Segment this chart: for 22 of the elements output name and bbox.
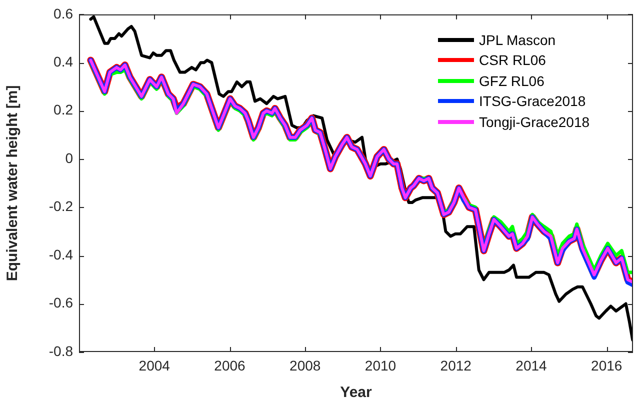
legend-label: GFZ RL06 [479, 72, 544, 89]
legend-label: JPL Mascon [479, 32, 556, 48]
y-tick-label: -0.2 [48, 198, 74, 214]
y-tick-label: 0.6 [54, 5, 74, 22]
y-tick-label: -0.8 [48, 342, 74, 359]
x-tick-label: 2010 [364, 357, 396, 374]
x-tick-label: 2006 [214, 357, 246, 374]
legend-label: Tongji-Grace2018 [479, 114, 590, 130]
y-tick-label: 0 [65, 150, 74, 166]
x-tick-label: 2004 [138, 357, 170, 374]
x-tick-label: 2012 [440, 357, 472, 374]
legend-label: ITSG-Grace2018 [479, 93, 586, 110]
x-axis-title: Year [340, 384, 372, 402]
x-tick-label: 2014 [516, 357, 548, 374]
y-axis-title: Equivalent water height [m] [4, 85, 22, 282]
y-tick-label: 0.2 [54, 102, 74, 118]
y-tick-label: 0.4 [54, 53, 74, 70]
legend-label: CSR RL06 [479, 52, 546, 68]
x-tick-label: 2008 [290, 357, 321, 374]
y-tick-label: -0.4 [48, 246, 74, 262]
y-tick-label: -0.6 [48, 294, 74, 311]
x-tick-label: 2016 [591, 357, 622, 374]
